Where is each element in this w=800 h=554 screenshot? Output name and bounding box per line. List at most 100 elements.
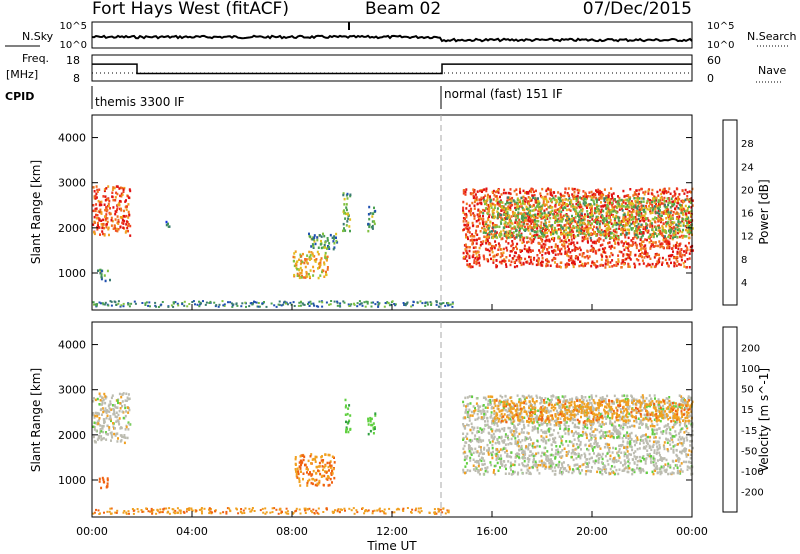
power-cell: [540, 205, 543, 208]
power-cell: [591, 218, 594, 221]
power-cell: [623, 248, 626, 252]
power-cell: [202, 300, 204, 303]
power-cell: [558, 223, 561, 227]
power-cell: [487, 210, 490, 213]
power-cell: [511, 196, 514, 200]
power-cell: [572, 265, 575, 269]
power-cell: [631, 202, 634, 205]
power-cell: [113, 226, 116, 230]
power-cell: [471, 235, 474, 238]
power-cell: [665, 190, 667, 193]
power-cell: [312, 238, 315, 241]
power-cell: [540, 260, 543, 263]
power-cell: [545, 221, 547, 225]
velocity-cell: [121, 400, 124, 403]
velocity-cell: [507, 436, 509, 440]
velocity-cell: [602, 431, 605, 434]
velocity-cell: [665, 437, 668, 441]
power-cell: [534, 216, 537, 219]
power-cell: [160, 303, 163, 306]
power-cell: [635, 227, 637, 231]
power-cell: [593, 192, 596, 196]
velocity-cell: [123, 434, 126, 437]
power-cell: [508, 192, 511, 195]
velocity-cell: [490, 414, 493, 417]
velocity-cell: [102, 430, 105, 434]
power-cell: [607, 208, 610, 212]
power-cell: [541, 230, 544, 234]
power-cell: [103, 188, 106, 191]
power-cell: [490, 206, 493, 209]
power-cell: [535, 259, 538, 262]
power-cell: [667, 264, 670, 267]
power-cell: [649, 199, 652, 202]
power-cell: [521, 235, 524, 239]
velocity-cell: [627, 460, 630, 463]
velocity-cell: [299, 459, 302, 463]
velocity-cell: [566, 400, 569, 404]
power-cell: [599, 220, 602, 223]
power-cell: [110, 224, 113, 227]
velocity-cell: [306, 481, 309, 485]
power-cell: [293, 256, 296, 259]
power-cell: [305, 270, 308, 274]
power-cell: [585, 204, 588, 208]
power-cell: [305, 272, 308, 275]
power-cell: [116, 215, 119, 218]
power-cell: [546, 258, 548, 261]
power-cell: [670, 261, 672, 265]
power-cell: [668, 187, 671, 190]
power-cell: [609, 247, 612, 250]
power-cell: [552, 191, 555, 194]
power-cell: [593, 230, 595, 234]
velocity-cell: [601, 457, 604, 461]
power-cell: [640, 212, 643, 215]
velocity-cell: [679, 421, 682, 425]
power-cell: [543, 211, 546, 215]
power-cell: [391, 300, 394, 303]
power-cell: [644, 247, 647, 250]
power-cell: [319, 259, 322, 262]
power-cell: [627, 245, 630, 248]
power-cell: [102, 303, 105, 306]
power-cell: [523, 236, 526, 240]
power-cell: [558, 201, 561, 204]
power-cell: [630, 239, 633, 242]
velocity-cell: [575, 457, 578, 460]
power-cell: [562, 234, 565, 238]
velocity-cell: [582, 407, 584, 411]
power-cell: [535, 223, 538, 226]
power-cell: [319, 243, 322, 246]
power-cell: [263, 301, 265, 303]
velocity-cell: [515, 442, 518, 445]
power-cell: [480, 196, 483, 200]
power-cell: [534, 197, 537, 200]
velocity-cell: [606, 459, 609, 463]
power-cell: [545, 203, 548, 206]
power-cell: [668, 199, 671, 202]
power-cell: [573, 196, 576, 199]
power-cell: [661, 191, 664, 194]
velocity-cell: [109, 400, 112, 403]
power-cell: [560, 226, 563, 229]
power-cell: [603, 250, 606, 254]
power-cell: [504, 191, 507, 195]
power-cell: [301, 274, 303, 278]
velocity-cell: [523, 397, 526, 400]
power-cell: [643, 252, 646, 255]
power-cell: [464, 243, 467, 246]
power-cell: [685, 198, 688, 201]
power-cell: [671, 204, 674, 208]
velocity-cell: [320, 455, 323, 459]
power-cell: [466, 245, 469, 249]
power-cell: [587, 228, 590, 232]
power-cell: [481, 226, 484, 230]
power-cell: [498, 233, 501, 236]
velocity-cell: [680, 395, 683, 398]
velocity-cell: [110, 431, 113, 434]
power-cell: [100, 200, 103, 204]
power-cell: [563, 194, 566, 198]
velocity-cell: [480, 467, 483, 471]
power-cell: [313, 234, 316, 237]
power-cell: [572, 208, 575, 211]
